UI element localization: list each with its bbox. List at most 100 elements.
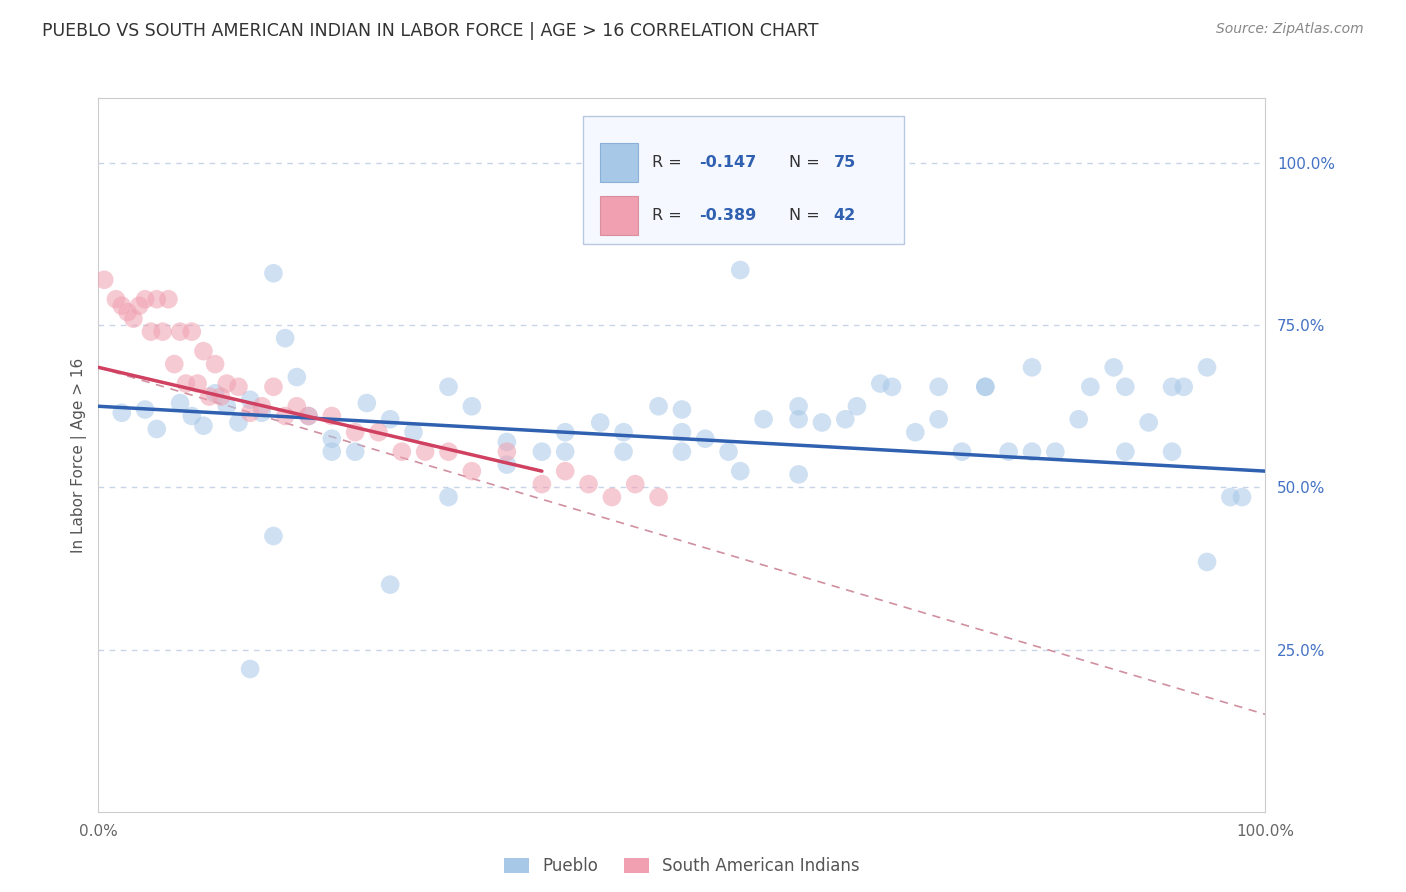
Point: [928, 380, 950, 394]
Point: [274, 409, 297, 423]
Point: [93, 273, 115, 287]
Point: [378, 577, 402, 591]
Point: [367, 425, 389, 440]
Point: [215, 376, 238, 391]
Point: [1045, 444, 1067, 458]
Point: [128, 299, 150, 313]
Text: R =: R =: [651, 155, 686, 169]
Point: [356, 396, 378, 410]
Point: [209, 390, 232, 404]
Point: [139, 325, 162, 339]
Point: [198, 390, 221, 404]
Point: [215, 399, 238, 413]
Point: [624, 477, 647, 491]
Point: [1161, 444, 1184, 458]
Point: [344, 444, 367, 458]
Point: [262, 529, 284, 543]
Point: [157, 292, 180, 306]
Point: [146, 292, 169, 306]
Point: [169, 325, 191, 339]
Point: [437, 490, 460, 504]
Text: -0.389: -0.389: [699, 209, 756, 223]
Y-axis label: In Labor Force | Age > 16: In Labor Force | Age > 16: [72, 358, 87, 552]
Point: [437, 380, 460, 394]
Point: [554, 425, 576, 440]
Point: [717, 444, 740, 458]
Point: [1230, 490, 1253, 504]
Point: [600, 490, 623, 504]
Point: [530, 477, 553, 491]
Point: [146, 422, 169, 436]
Text: N =: N =: [789, 209, 825, 223]
Point: [730, 464, 752, 478]
Text: 42: 42: [834, 209, 856, 223]
Point: [250, 406, 273, 420]
Point: [169, 396, 191, 410]
Point: [104, 292, 127, 306]
Text: N =: N =: [789, 155, 825, 169]
Point: [787, 399, 810, 413]
Point: [1080, 380, 1102, 394]
Point: [811, 416, 834, 430]
Point: [239, 406, 262, 420]
Point: [834, 412, 856, 426]
Point: [437, 444, 460, 458]
Point: [1195, 555, 1218, 569]
Point: [111, 299, 134, 313]
Point: [461, 399, 484, 413]
Point: [752, 412, 775, 426]
Point: [1219, 490, 1241, 504]
Point: [174, 376, 197, 391]
Point: [461, 464, 484, 478]
Point: [402, 425, 425, 440]
Point: [321, 432, 343, 446]
Point: [1021, 360, 1043, 375]
Point: [671, 444, 693, 458]
Point: [950, 444, 973, 458]
Point: [554, 444, 576, 458]
Point: [671, 402, 693, 417]
Point: [321, 409, 343, 423]
Point: [163, 357, 186, 371]
Point: [880, 380, 903, 394]
Point: [321, 444, 343, 458]
Point: [239, 662, 262, 676]
Point: [1114, 444, 1136, 458]
Point: [262, 380, 284, 394]
Point: [413, 444, 436, 458]
Point: [285, 370, 308, 384]
Point: [495, 444, 517, 458]
Point: [228, 380, 250, 394]
Point: [787, 467, 810, 482]
Point: [1102, 360, 1125, 375]
Point: [589, 416, 612, 430]
Point: [193, 418, 215, 433]
Point: [1137, 416, 1160, 430]
Point: [554, 464, 576, 478]
Point: [122, 311, 145, 326]
Point: [285, 399, 308, 413]
Point: [846, 399, 869, 413]
Point: [250, 399, 273, 413]
Point: [180, 325, 202, 339]
Point: [613, 444, 636, 458]
Point: [647, 490, 669, 504]
Point: [228, 416, 250, 430]
Point: [297, 409, 319, 423]
Point: [117, 305, 139, 319]
Point: [530, 444, 553, 458]
Point: [997, 444, 1019, 458]
Bar: [600, 143, 637, 182]
Point: [869, 376, 891, 391]
Point: [204, 386, 226, 401]
Point: [1067, 412, 1090, 426]
Point: [134, 402, 156, 417]
Point: [239, 392, 262, 407]
Point: [495, 458, 517, 472]
Text: Source: ZipAtlas.com: Source: ZipAtlas.com: [1216, 22, 1364, 37]
Point: [495, 434, 517, 449]
Text: -0.147: -0.147: [699, 155, 756, 169]
Bar: [600, 196, 637, 235]
Text: PUEBLO VS SOUTH AMERICAN INDIAN IN LABOR FORCE | AGE > 16 CORRELATION CHART: PUEBLO VS SOUTH AMERICAN INDIAN IN LABOR…: [42, 22, 818, 40]
Point: [1195, 360, 1218, 375]
